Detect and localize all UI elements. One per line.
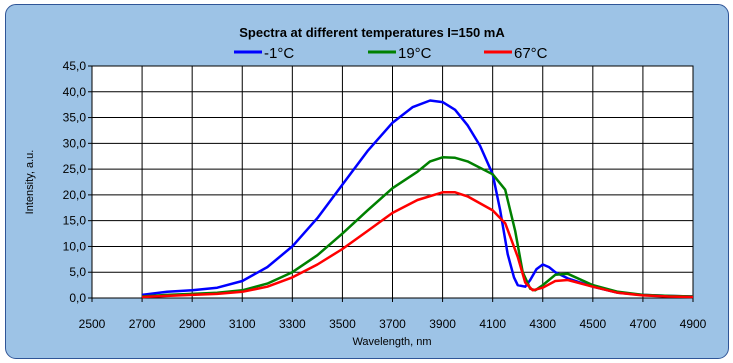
- x-tick-label: 4900: [680, 317, 707, 331]
- y-tick-label: 45,0: [63, 59, 87, 73]
- legend: -1°C 19°C 67°C: [234, 45, 548, 62]
- x-tick-labels: 2500 2700 2900 3100 3300 3500 3700 3900 4100 4300…: [79, 317, 707, 331]
- y-tick-label: 40,0: [63, 85, 87, 99]
- x-tick-label: 3100: [229, 317, 256, 331]
- plot-border: [91, 65, 694, 299]
- x-tick-label: 3900: [429, 317, 456, 331]
- x-tick-label: 2700: [129, 317, 156, 331]
- x-tick-label: 4700: [630, 317, 657, 331]
- x-tick-label: 4500: [579, 317, 606, 331]
- y-tick-label: 20,0: [63, 188, 87, 202]
- x-axis-label: Wavelength, nm: [352, 336, 431, 348]
- x-tick-label: 4100: [479, 317, 506, 331]
- x-tick-label: 4300: [529, 317, 556, 331]
- x-tick-label: 3700: [379, 317, 406, 331]
- x-tick-label: 3300: [279, 317, 306, 331]
- y-tick-label: 10,0: [63, 239, 87, 253]
- legend-label: 19°C: [398, 45, 432, 62]
- y-tick-label: 5,0: [69, 265, 86, 279]
- y-axis-label: Intensity, a.u.: [24, 150, 36, 215]
- legend-label: -1°C: [264, 45, 294, 62]
- chart-title: Spectra at different temperatures I=150 …: [239, 25, 505, 40]
- legend-label: 67°C: [514, 45, 548, 62]
- x-tick-label: 2500: [79, 317, 106, 331]
- series-line-2: [142, 191, 694, 299]
- y-tick-label: 25,0: [63, 162, 87, 176]
- y-tick-label: 0,0: [69, 291, 86, 305]
- series-line-1: [142, 156, 694, 298]
- series-lines: [141, 99, 694, 299]
- y-tick-label: 35,0: [63, 111, 87, 125]
- y-tick-label: 30,0: [63, 136, 87, 150]
- y-tick-labels: 0,0 5,0 10,0 15,0 20,0 25,0 30,0 35,0 40,0 45,0: [63, 59, 87, 305]
- x-tick-label: 3500: [329, 317, 356, 331]
- y-tick-label: 15,0: [63, 214, 87, 228]
- x-tick-label: 2900: [179, 317, 206, 331]
